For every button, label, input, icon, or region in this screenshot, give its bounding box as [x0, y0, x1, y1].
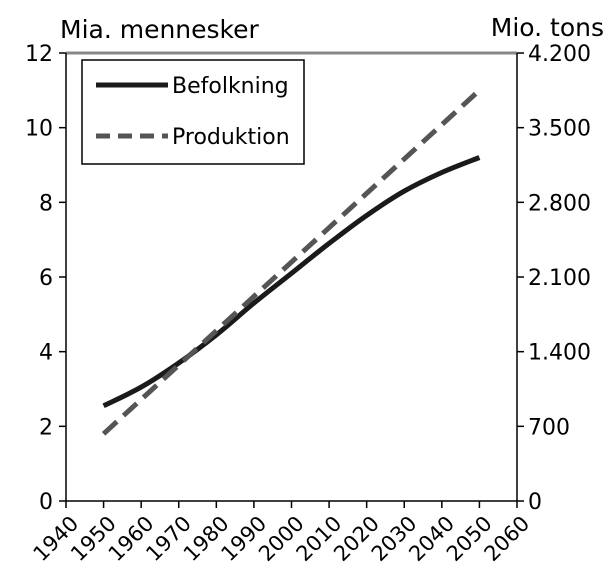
right-tick-label: 4.200: [528, 42, 591, 67]
left-tick-label: 4: [39, 341, 53, 366]
left-tick-label: 12: [25, 42, 53, 67]
left-tick-label: 10: [25, 117, 53, 142]
right-tick-label: 0: [528, 490, 542, 515]
left-axis-title: Mia. mennesker: [60, 15, 260, 44]
right-tick-label: 1.400: [528, 341, 591, 366]
legend-box: [81, 59, 305, 165]
right-tick-label: 2.800: [528, 191, 591, 216]
left-tick-label: 6: [39, 266, 53, 291]
left-tick-label: 0: [39, 490, 53, 515]
legend: Befolkning Produktion: [81, 59, 305, 165]
plot-series: [101, 88, 482, 436]
right-tick-label: 700: [528, 415, 570, 440]
right-tick-label: 2.100: [528, 266, 591, 291]
left-tick-label: 2: [39, 415, 53, 440]
right-tick-label: 3.500: [528, 117, 591, 142]
series-line-befolkning: [102, 155, 481, 409]
series-line-produktion: [101, 88, 482, 436]
right-axis-title: Mio. tons: [491, 13, 604, 42]
legend-label-befolkning: Befolkning: [172, 74, 289, 99]
left-tick-label: 8: [39, 191, 53, 216]
legend-label-produktion: Produktion: [172, 125, 290, 150]
